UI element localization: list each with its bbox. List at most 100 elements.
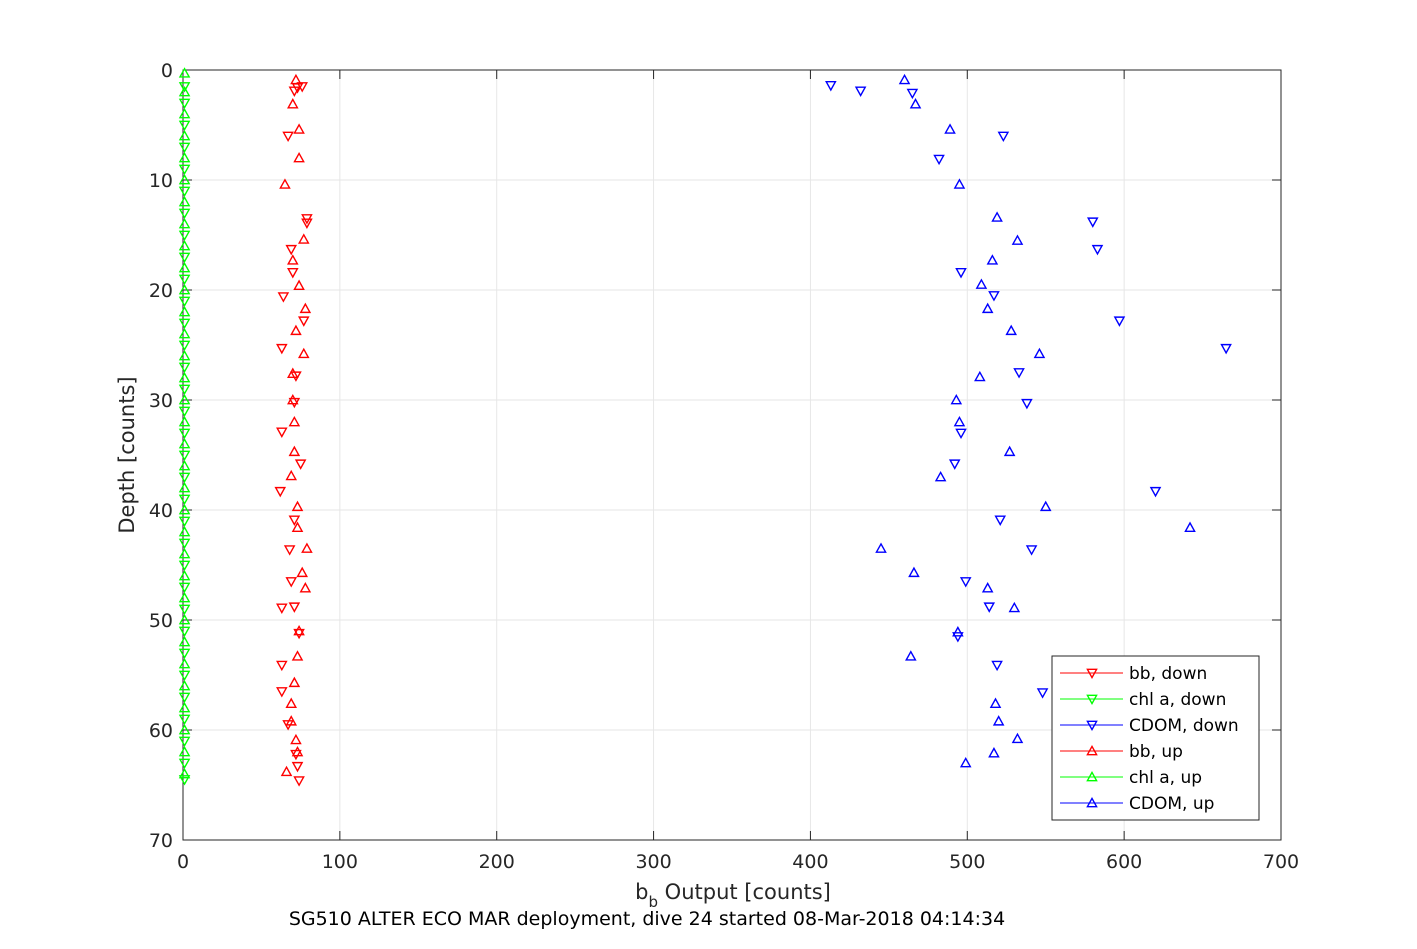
legend-entry: chl a, up [1060, 768, 1202, 788]
data-point [1011, 732, 1024, 744]
data-point [1025, 545, 1038, 556]
x-tick-label: 100 [322, 851, 358, 873]
legend: bb, down chl a, down CDOM, down bb, up chl a… [1051, 655, 1260, 821]
data-point [288, 676, 301, 688]
data-point [178, 107, 191, 119]
data-point [285, 715, 298, 726]
data-point [974, 370, 986, 382]
data-point [287, 367, 299, 378]
data-point [178, 142, 191, 154]
data-point [290, 73, 302, 85]
data-point [178, 459, 191, 471]
data-point [276, 603, 288, 614]
data-point [178, 437, 191, 449]
data-point [178, 670, 191, 682]
data-point [291, 521, 304, 532]
data-point [301, 542, 313, 553]
data-point [276, 427, 288, 438]
data-point [178, 349, 191, 361]
data-point [1013, 368, 1025, 379]
data-point [1021, 398, 1033, 410]
data-point [178, 164, 191, 176]
data-point [1011, 234, 1024, 245]
legend-entry: CDOM, down [1060, 716, 1239, 736]
chart-title: SG510 ALTER ECO MAR deployment, dive 24 … [289, 908, 1005, 930]
data-point [178, 679, 191, 691]
data-point [297, 233, 310, 244]
data-point [294, 459, 307, 470]
data-point [178, 758, 191, 770]
data-point [178, 591, 191, 603]
data-point [178, 195, 191, 207]
data-point [983, 602, 996, 613]
data-point [1220, 343, 1232, 355]
series-cdom-down [825, 81, 1232, 699]
x-axis-label: bb Output [counts] [635, 880, 831, 911]
legend-label: chl a, up [1129, 768, 1202, 788]
data-point [178, 362, 191, 374]
data-point [178, 569, 191, 581]
axes: 0 100 200 300 400 500 600 700 0 10 20 30 40 50 60 70 [149, 60, 1299, 873]
data-point [276, 343, 288, 355]
data-point [287, 254, 299, 265]
legend-marker [1086, 668, 1098, 680]
data-point [291, 650, 304, 661]
x-tick-label: 600 [1106, 851, 1142, 873]
data-point [1091, 244, 1104, 256]
data-point [299, 582, 312, 593]
data-point [178, 714, 191, 726]
data-point [285, 697, 298, 708]
data-point [178, 692, 191, 704]
data-point [299, 302, 312, 314]
data-point [178, 604, 191, 616]
data-point [933, 154, 945, 166]
data-point [178, 305, 191, 317]
data-point [906, 88, 919, 100]
x-tick-label: 300 [635, 851, 671, 873]
data-point [178, 327, 191, 339]
x-tick-label: 700 [1263, 851, 1299, 873]
data-point [178, 318, 191, 330]
data-point [178, 736, 191, 748]
data-point [981, 582, 994, 593]
data-point [279, 178, 291, 189]
data-point [178, 657, 191, 669]
data-point [909, 98, 922, 109]
data-point [178, 775, 191, 786]
data-point [178, 635, 191, 647]
data-point [288, 445, 301, 457]
plot-frame [182, 69, 1282, 841]
data-point [178, 296, 191, 308]
data-point [991, 660, 1003, 672]
data-point [178, 648, 191, 660]
legend-entry: bb, down [1060, 664, 1207, 684]
data-point [178, 481, 191, 493]
x-tick-label: 0 [177, 851, 189, 873]
y-tick-label: 10 [149, 170, 173, 192]
data-point [296, 82, 309, 93]
data-point [178, 274, 191, 286]
legend-entry: bb, up [1060, 742, 1183, 762]
data-point [178, 415, 191, 427]
legend-marker [1086, 744, 1098, 756]
legend-label: bb, up [1129, 742, 1183, 762]
data-point [178, 582, 191, 594]
series-cdom-up [875, 73, 1196, 768]
data-point [178, 98, 191, 110]
data-point [297, 347, 310, 359]
data-point [905, 650, 917, 661]
data-point [178, 208, 191, 220]
data-point [178, 547, 191, 559]
data-point [944, 123, 956, 134]
legend-box [1051, 655, 1260, 821]
data-point [994, 515, 1007, 526]
x-tick-label: 400 [792, 851, 828, 873]
data-point [934, 470, 947, 482]
data-point [285, 577, 298, 588]
data-point [975, 278, 988, 289]
y-tick-label: 70 [149, 830, 173, 852]
data-point [297, 316, 310, 327]
data-point [288, 602, 301, 613]
data-point [178, 120, 191, 132]
legend-entries: bb, down chl a, down CDOM, down bb, up chl a… [1060, 664, 1239, 814]
